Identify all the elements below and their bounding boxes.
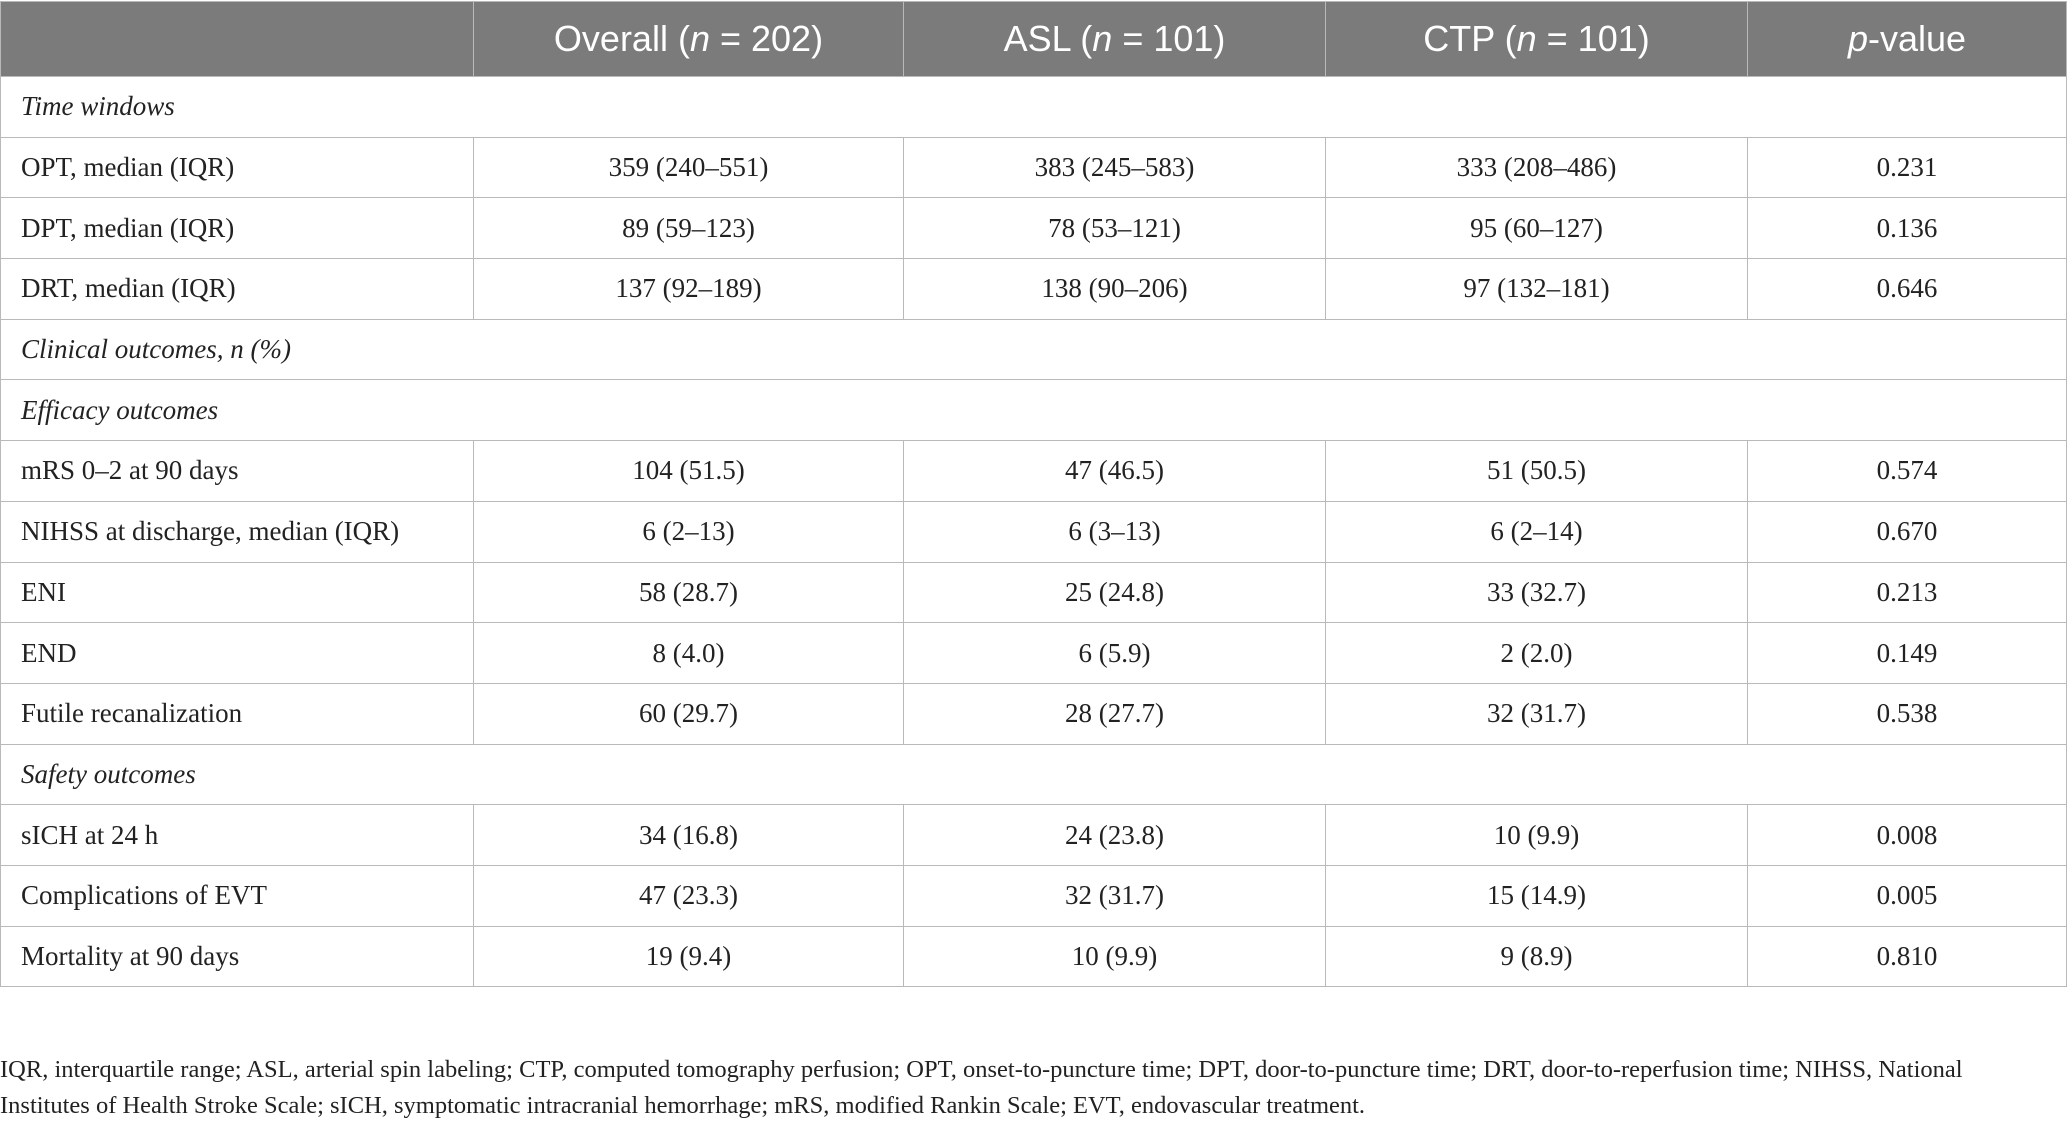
asl-value: 78 (53–121): [903, 197, 1326, 260]
section-label: Clinical outcomes, n (%): [0, 318, 2067, 381]
section-label: Time windows: [0, 76, 2067, 138]
overall-value: 34 (16.8): [473, 804, 904, 866]
p-value: 0.136: [1747, 197, 2067, 260]
table-row: NIHSS at discharge, median (IQR) 6 (2–13)…: [0, 500, 2067, 563]
table-row: Mortality at 90 days 19 (9.4) 10 (9.9) 9 (8…: [0, 925, 2067, 988]
ctp-value: 51 (50.5): [1325, 440, 1748, 502]
table-row: ENI 58 (28.7) 25 (24.8) 33 (32.7) 0.213: [0, 561, 2067, 624]
section-label: Efficacy outcomes: [0, 379, 2067, 442]
row-label: Mortality at 90 days: [0, 925, 474, 988]
asl-value: 383 (245–583): [903, 136, 1326, 199]
section-row: Safety outcomes: [0, 743, 2067, 806]
header-overall: Overall (n = 202): [473, 1, 904, 77]
overall-value: 60 (29.7): [473, 682, 904, 745]
table-row: mRS 0–2 at 90 days 104 (51.5) 47 (46.5) 51 …: [0, 440, 2067, 502]
asl-value: 28 (27.7): [903, 682, 1326, 745]
ctp-value: 10 (9.9): [1325, 804, 1748, 866]
p-value: 0.670: [1747, 500, 2067, 563]
overall-value: 89 (59–123): [473, 197, 904, 260]
row-label: Futile recanalization: [0, 682, 474, 745]
p-value: 0.646: [1747, 258, 2067, 320]
asl-value: 32 (31.7): [903, 864, 1326, 927]
p-value: 0.810: [1747, 925, 2067, 988]
asl-value: 47 (46.5): [903, 440, 1326, 502]
ctp-value: 33 (32.7): [1325, 561, 1748, 624]
ctp-value: 2 (2.0): [1325, 622, 1748, 684]
header-asl: ASL (n = 101): [903, 1, 1326, 77]
table-body: Time windows OPT, median (IQR) 359 (240–55…: [0, 76, 2067, 988]
p-value: 0.008: [1747, 804, 2067, 866]
overall-value: 47 (23.3): [473, 864, 904, 927]
header-p-value: p-value: [1747, 1, 2067, 77]
table-footnote: IQR, interquartile range; ASL, arterial …: [0, 1056, 1963, 1119]
p-value: 0.538: [1747, 682, 2067, 745]
overall-value: 6 (2–13): [473, 500, 904, 563]
table-row: DRT, median (IQR) 137 (92–189) 138 (90–206…: [0, 258, 2067, 320]
asl-value: 6 (3–13): [903, 500, 1326, 563]
table-row: sICH at 24 h 34 (16.8) 24 (23.8) 10 (9.9) 0.…: [0, 804, 2067, 866]
asl-value: 138 (90–206): [903, 258, 1326, 320]
table-row: Complications of EVT 47 (23.3) 32 (31.7) 15…: [0, 864, 2067, 927]
asl-value: 6 (5.9): [903, 622, 1326, 684]
table-row: Futile recanalization 60 (29.7) 28 (27.7) 3…: [0, 682, 2067, 745]
row-label: OPT, median (IQR): [0, 136, 474, 199]
row-label: NIHSS at discharge, median (IQR): [0, 500, 474, 563]
p-value: 0.213: [1747, 561, 2067, 624]
row-label: ENI: [0, 561, 474, 624]
asl-value: 25 (24.8): [903, 561, 1326, 624]
row-label: mRS 0–2 at 90 days: [0, 440, 474, 502]
section-row: Clinical outcomes, n (%): [0, 318, 2067, 381]
header-ctp: CTP (n = 101): [1325, 1, 1748, 77]
section-row: Time windows: [0, 76, 2067, 138]
p-value: 0.574: [1747, 440, 2067, 502]
row-label: END: [0, 622, 474, 684]
ctp-value: 32 (31.7): [1325, 682, 1748, 745]
ctp-value: 97 (132–181): [1325, 258, 1748, 320]
row-label: sICH at 24 h: [0, 804, 474, 866]
overall-value: 137 (92–189): [473, 258, 904, 320]
p-value: 0.149: [1747, 622, 2067, 684]
overall-value: 58 (28.7): [473, 561, 904, 624]
asl-value: 24 (23.8): [903, 804, 1326, 866]
ctp-value: 15 (14.9): [1325, 864, 1748, 927]
row-label: DRT, median (IQR): [0, 258, 474, 320]
header-empty-cell: [0, 1, 474, 77]
header-row: Overall (n = 202) ASL (n = 101) CTP (n =…: [0, 1, 2067, 77]
row-label: Complications of EVT: [0, 864, 474, 927]
section-row: Efficacy outcomes: [0, 379, 2067, 442]
overall-value: 8 (4.0): [473, 622, 904, 684]
table-row: END 8 (4.0) 6 (5.9) 2 (2.0) 0.149: [0, 622, 2067, 684]
overall-value: 359 (240–551): [473, 136, 904, 199]
overall-value: 104 (51.5): [473, 440, 904, 502]
row-label: DPT, median (IQR): [0, 197, 474, 260]
section-label: Safety outcomes: [0, 743, 2067, 806]
asl-value: 10 (9.9): [903, 925, 1326, 988]
table-row: OPT, median (IQR) 359 (240–551) 383 (245–5…: [0, 136, 2067, 199]
p-value: 0.231: [1747, 136, 2067, 199]
results-table: Overall (n = 202) ASL (n = 101) CTP (n =…: [0, 1, 2067, 988]
ctp-value: 9 (8.9): [1325, 925, 1748, 988]
table-row: DPT, median (IQR) 89 (59–123) 78 (53–121) 9…: [0, 197, 2067, 260]
ctp-value: 95 (60–127): [1325, 197, 1748, 260]
ctp-value: 333 (208–486): [1325, 136, 1748, 199]
p-value: 0.005: [1747, 864, 2067, 927]
ctp-value: 6 (2–14): [1325, 500, 1748, 563]
overall-value: 19 (9.4): [473, 925, 904, 988]
